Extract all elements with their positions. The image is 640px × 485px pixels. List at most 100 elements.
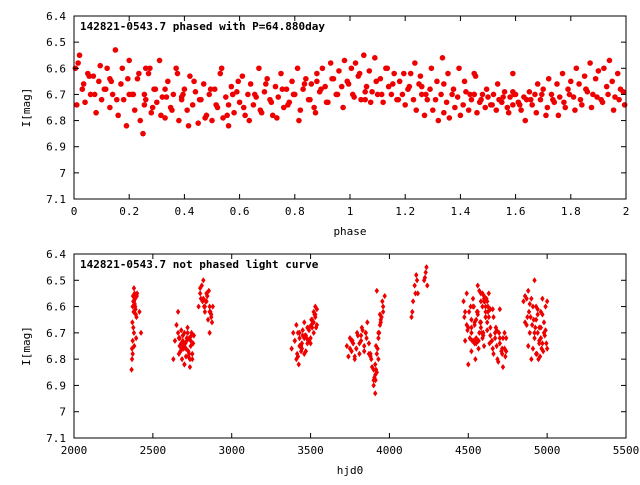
- phased-data-point: [385, 83, 392, 90]
- phased-data-point: [242, 112, 248, 119]
- unphased-data-point: [544, 298, 550, 305]
- phased-data-point: [149, 104, 156, 111]
- phased-data-point: [185, 123, 192, 129]
- unphased-data-point: [376, 335, 381, 342]
- unphased-data-point: [371, 382, 376, 389]
- phased-data-point: [555, 112, 562, 119]
- phased-data-point: [599, 99, 606, 106]
- phased-data-point: [268, 99, 275, 106]
- unphased-data-point: [530, 303, 536, 310]
- unphased-y-tick-label: 6.8: [46, 353, 66, 366]
- phased-data-point: [378, 91, 385, 98]
- unphased-data-point: [205, 292, 210, 300]
- unphased-data-point: [129, 356, 135, 363]
- unphased-data-point: [544, 340, 549, 347]
- phased-data-point: [322, 83, 328, 90]
- phased-data-point: [424, 96, 431, 103]
- phased-data-point: [285, 102, 291, 108]
- unphased-data-point: [502, 329, 507, 336]
- unphased-data-point: [526, 308, 532, 315]
- unphased-data-point: [476, 345, 481, 352]
- unphased-data-point: [480, 303, 485, 310]
- unphased-y-ticks: 6.4 6.5 6.6 6.7 6.8 6.9 7 7.1: [46, 248, 626, 445]
- phased-data-point: [312, 109, 319, 116]
- unphased-data-point: [527, 300, 532, 308]
- unphased-data-point: [499, 345, 505, 352]
- phased-data-point: [606, 57, 613, 64]
- phased-data-point: [499, 99, 505, 106]
- phased-data-point: [438, 91, 444, 98]
- phased-data-point: [336, 68, 342, 74]
- unphased-data-point: [359, 324, 365, 331]
- phased-data-point: [471, 70, 478, 77]
- unphased-data-point: [529, 321, 535, 329]
- unphased-data-point: [207, 303, 212, 310]
- phased-data-point: [184, 107, 190, 113]
- phased-data-point: [87, 91, 94, 98]
- phased-data-point: [125, 75, 131, 82]
- phased-data-point: [576, 81, 582, 87]
- unphased-data-point: [473, 356, 478, 363]
- unphased-data-point: [171, 356, 176, 363]
- phased-data-point: [537, 96, 544, 103]
- unphased-data-point: [354, 329, 360, 336]
- unphased-data-point: [190, 340, 196, 347]
- unphased-data-point: [366, 340, 372, 347]
- phased-data-point: [380, 99, 386, 106]
- phased-data-point: [407, 70, 414, 77]
- unphased-data-point: [179, 340, 184, 347]
- phased-data-point: [131, 107, 138, 113]
- unphased-data-point: [209, 319, 215, 326]
- phased-data-point: [176, 117, 182, 124]
- phased-data-point: [314, 78, 320, 85]
- phased-data-point: [543, 112, 549, 119]
- unphased-data-point: [497, 340, 503, 347]
- phased-data-point: [369, 89, 375, 95]
- unphased-data-point: [475, 282, 480, 289]
- phased-data-point: [275, 94, 282, 100]
- unphased-data-point: [302, 332, 308, 339]
- phased-data-point: [402, 102, 409, 108]
- phased-data-point: [529, 102, 535, 108]
- phased-data-point: [362, 96, 368, 103]
- phased-data-point: [225, 123, 232, 129]
- unphased-data-point: [521, 298, 526, 305]
- phased-data-point: [261, 89, 268, 95]
- phased-data-point: [526, 89, 533, 95]
- unphased-data-point: [185, 329, 190, 336]
- unphased-data-point: [376, 356, 381, 363]
- unphased-data-point: [344, 342, 350, 350]
- unphased-data-point: [190, 350, 195, 357]
- phased-data-point: [228, 83, 235, 90]
- phased-data-point: [399, 91, 406, 98]
- phased-data-point: [609, 78, 615, 85]
- phased-data-point: [418, 91, 425, 98]
- unphased-data-point: [129, 366, 134, 373]
- unphased-data-point: [371, 366, 376, 373]
- phased-data-point: [314, 70, 320, 77]
- phased-data-point: [200, 81, 207, 87]
- phased-data-point: [294, 65, 301, 72]
- phased-data-point: [421, 112, 428, 119]
- phased-data-point: [384, 65, 391, 72]
- unphased-data-point: [373, 390, 378, 397]
- phased-data-point: [195, 120, 201, 126]
- unphased-data-point: [472, 340, 477, 347]
- phased-data-point: [510, 102, 516, 108]
- unphased-data-point: [470, 295, 476, 302]
- unphased-data-point: [485, 308, 491, 315]
- phased-x-tick-label: 1.4: [450, 205, 470, 218]
- phased-data-point: [207, 86, 214, 92]
- unphased-data-point: [358, 332, 364, 339]
- phased-data-point: [566, 91, 573, 98]
- phased-data-point: [278, 70, 284, 77]
- unphased-data-point: [296, 361, 301, 368]
- phased-data-point: [590, 91, 596, 98]
- phased-data-point: [430, 107, 436, 113]
- unphased-data-point: [206, 287, 212, 294]
- phased-data-point: [236, 99, 243, 106]
- phased-data-point: [489, 102, 495, 108]
- phased-data-point: [162, 115, 168, 121]
- phased-data-point: [240, 104, 247, 111]
- phased-data-point: [614, 70, 621, 77]
